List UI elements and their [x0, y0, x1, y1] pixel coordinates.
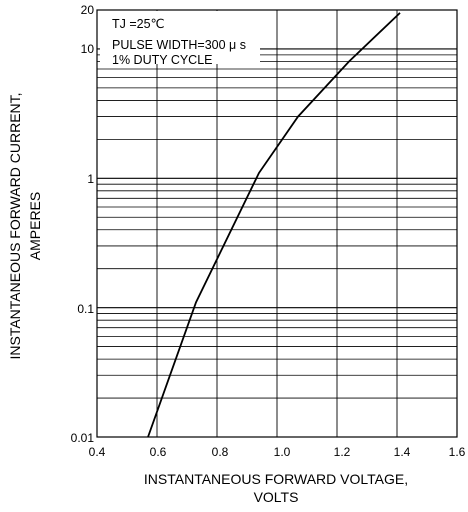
y-tick-label-0.1: 0.1	[77, 302, 94, 316]
x-tick-label-0.8: 0.8	[212, 445, 229, 459]
x-tick-label-1.2: 1.2	[334, 445, 351, 459]
annotation-duty-cycle: 1% DUTY CYCLE	[112, 53, 213, 67]
x-tick-label-1.0: 1.0	[274, 445, 291, 459]
y-tick-label-0.01: 0.01	[71, 431, 95, 445]
annotation-pulse-width: PULSE WIDTH=300 μ s	[112, 38, 246, 52]
y-tick-label-1: 1	[87, 172, 94, 186]
y-axis-title-line-2: AMPERES	[27, 192, 43, 260]
x-axis-title-line-2: VOLTS	[254, 489, 299, 505]
annotation-temperature: TJ =25℃	[112, 17, 165, 31]
x-tick-label-0.4: 0.4	[89, 445, 106, 459]
annotation-box	[100, 11, 260, 64]
y-axis-title-line-1: INSTANTANEOUS FORWARD CURRENT,	[7, 92, 23, 359]
x-tick-label-1.4: 1.4	[394, 445, 411, 459]
x-tick-label-0.6: 0.6	[150, 445, 167, 459]
y-tick-label-20: 20	[81, 3, 95, 17]
vertical-gridlines	[156, 10, 398, 437]
y-tick-label-10: 10	[81, 42, 95, 56]
series-line	[147, 12, 401, 438]
plot-frame	[96, 9, 458, 438]
x-tick-label-1.6: 1.6	[449, 445, 466, 459]
x-axis-title-line-1: INSTANTANEOUS FORWARD VOLTAGE,	[144, 471, 408, 487]
